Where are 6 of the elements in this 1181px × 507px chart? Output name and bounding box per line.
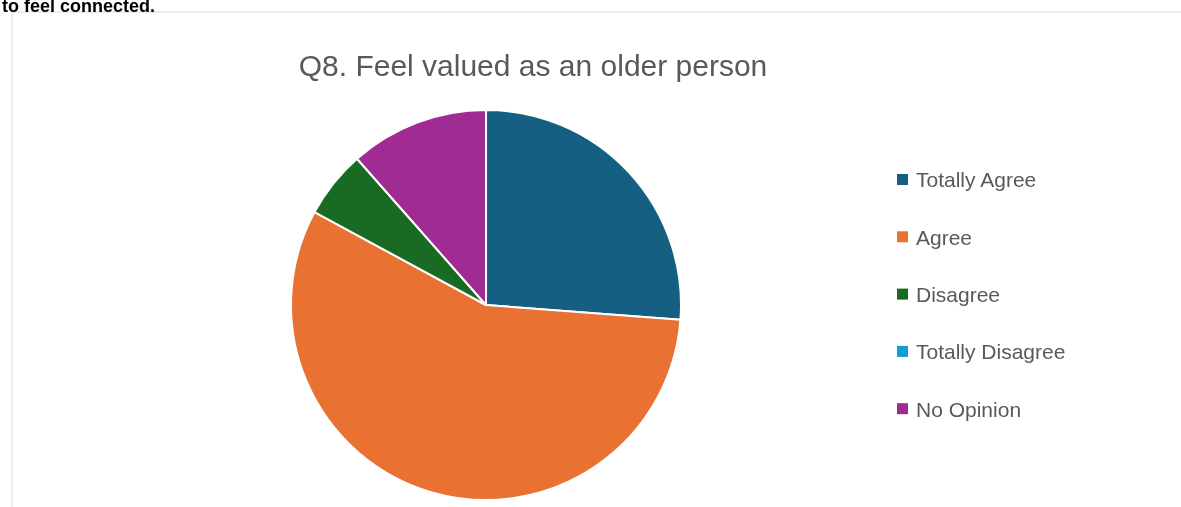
chart-title: Q8. Feel valued as an older person	[298, 49, 768, 82]
legend-label: Agree	[916, 225, 973, 249]
legend-label: Disagree	[916, 282, 1001, 306]
legend-label: Totally Agree	[916, 168, 1037, 192]
legend-label: Totally Disagree	[916, 340, 1066, 364]
legend-label: No Opinion	[916, 397, 1022, 421]
